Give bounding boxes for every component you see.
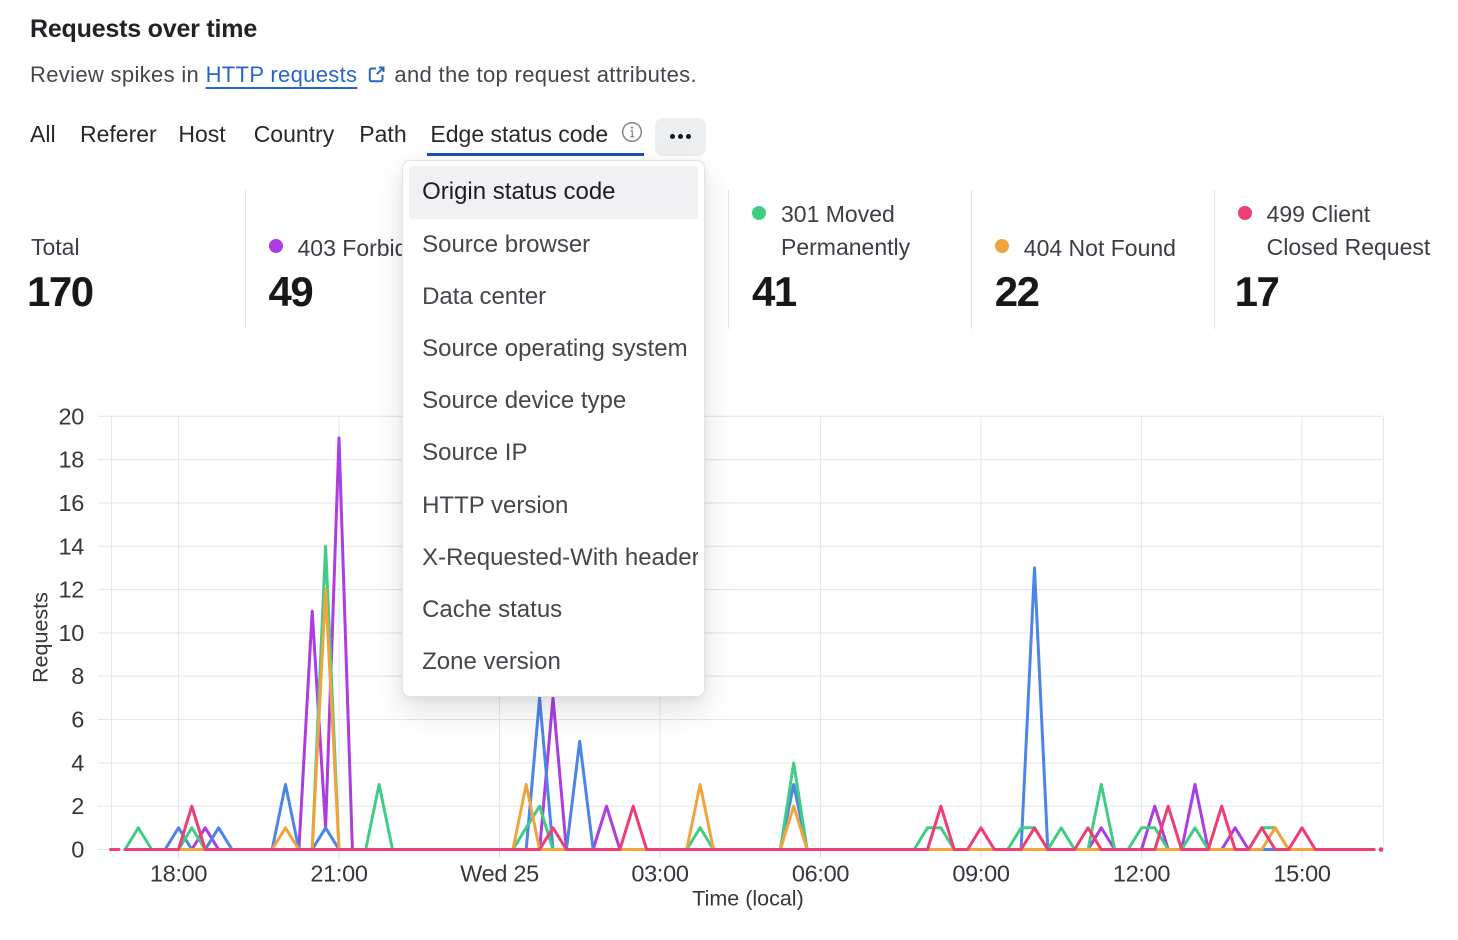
svg-text:0: 0	[71, 837, 84, 863]
svg-text:15:00: 15:00	[1273, 861, 1331, 887]
svg-text:Time (local): Time (local)	[692, 887, 804, 911]
svg-text:6: 6	[71, 707, 84, 733]
svg-text:18:00: 18:00	[150, 861, 208, 887]
svg-text:8: 8	[71, 663, 84, 689]
svg-text:4: 4	[71, 750, 84, 776]
svg-text:20: 20	[58, 403, 84, 429]
svg-text:16: 16	[58, 490, 84, 516]
svg-text:09:00: 09:00	[952, 861, 1010, 887]
svg-text:18: 18	[58, 447, 84, 473]
svg-text:03:00: 03:00	[631, 861, 689, 887]
svg-text:2: 2	[71, 793, 84, 819]
svg-text:14: 14	[58, 533, 84, 559]
svg-text:12: 12	[58, 577, 84, 603]
svg-text:12:00: 12:00	[1113, 861, 1171, 887]
svg-text:Wed 25: Wed 25	[460, 861, 539, 887]
svg-text:21:00: 21:00	[310, 861, 368, 887]
svg-text:06:00: 06:00	[792, 861, 850, 887]
svg-text:10: 10	[58, 620, 84, 646]
svg-text:Requests: Requests	[29, 592, 53, 683]
